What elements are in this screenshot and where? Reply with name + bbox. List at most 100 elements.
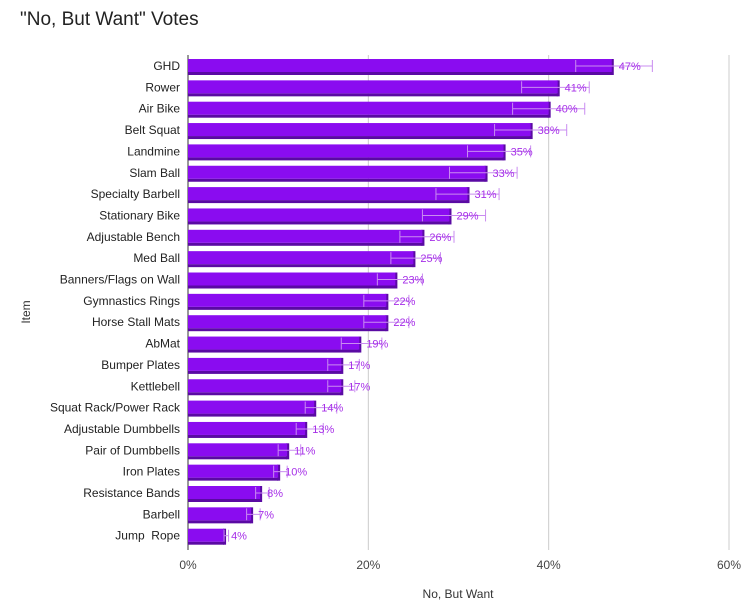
- bar: [188, 293, 387, 307]
- data-label: 38%: [538, 125, 560, 137]
- error-bars: [223, 60, 653, 542]
- bar: [188, 59, 612, 72]
- bar: [188, 421, 306, 435]
- category-label: Landmine: [127, 144, 180, 158]
- category-label: Med Ball: [133, 251, 180, 265]
- bar-side: [259, 486, 263, 502]
- category-label: Adjustable Bench: [87, 230, 180, 244]
- bar-side: [394, 272, 398, 289]
- bar-shade: [188, 285, 396, 289]
- data-label: 26%: [429, 232, 451, 244]
- bar-side: [358, 336, 362, 353]
- category-label: Specialty Barbell: [91, 187, 180, 201]
- data-label: 35%: [511, 146, 533, 158]
- bar: [188, 123, 531, 137]
- bar-side: [448, 208, 452, 225]
- bar-side: [610, 59, 614, 75]
- bar-side: [466, 187, 470, 204]
- data-label: 17%: [348, 360, 370, 372]
- bar-side: [304, 421, 308, 438]
- bar-side: [529, 123, 533, 140]
- bar: [188, 229, 423, 243]
- y-axis-title: Item: [19, 300, 33, 323]
- bar-shade: [188, 72, 612, 75]
- category-label: Jump Rope: [115, 529, 180, 543]
- bar: [188, 208, 450, 222]
- category-label: Banners/Flags on Wall: [60, 273, 180, 287]
- bar-side: [286, 443, 290, 460]
- bar-shade: [188, 136, 531, 140]
- bar: [188, 486, 261, 499]
- category-label: Adjustable Dumbbells: [64, 422, 180, 436]
- data-label: 11%: [294, 445, 315, 457]
- data-label: 13%: [312, 424, 334, 436]
- bar-shade: [188, 200, 468, 204]
- bar-shade: [188, 392, 342, 396]
- bar-shade: [188, 456, 288, 460]
- category-label: Stationary Bike: [99, 208, 180, 222]
- data-label: 10%: [285, 467, 307, 479]
- bar-shade: [188, 477, 279, 481]
- bar-shade: [188, 93, 558, 97]
- category-label: Kettlebell: [131, 379, 180, 393]
- category-label: Air Bike: [139, 102, 181, 116]
- bar: [188, 144, 504, 158]
- data-label: 29%: [456, 210, 478, 222]
- bar: [188, 80, 558, 94]
- bar-shade: [188, 499, 261, 502]
- category-label: Slam Ball: [129, 166, 180, 180]
- data-label: 22%: [393, 317, 415, 329]
- bar: [188, 165, 486, 179]
- data-label: 33%: [493, 168, 515, 180]
- x-tick-label: 20%: [356, 558, 380, 572]
- data-label: 31%: [475, 189, 497, 201]
- bar-shade: [188, 178, 486, 182]
- chart-title: "No, But Want" Votes: [20, 9, 199, 30]
- x-tick-labels: 0% 20% 40% 60%: [179, 558, 741, 572]
- data-label: 22%: [393, 296, 415, 308]
- bar: [188, 272, 396, 286]
- bar-shade: [188, 349, 360, 353]
- data-label: 23%: [402, 275, 424, 287]
- data-labels: 47% 41% 40% 38% 35% 33% 31% 29% 26% 25% 23% 22% 22% 1…: [231, 61, 641, 543]
- bar: [188, 315, 387, 329]
- bar: [188, 336, 360, 350]
- category-label: GHD: [153, 59, 180, 73]
- bar: [188, 251, 414, 265]
- bar: [188, 187, 468, 201]
- category-label: Bumper Plates: [101, 358, 180, 372]
- bar-shade: [188, 242, 423, 246]
- x-tick-label: 0%: [179, 558, 197, 572]
- bar: [188, 528, 225, 542]
- bar: [188, 400, 315, 414]
- bar: [188, 101, 549, 115]
- data-label: 8%: [267, 488, 283, 500]
- data-label: 4%: [231, 531, 247, 543]
- x-tick-label: 40%: [537, 558, 561, 572]
- bar-side: [340, 379, 344, 396]
- category-label: Squat Rack/Power Rack: [50, 401, 181, 415]
- category-label: Pair of Dumbbells: [85, 443, 180, 457]
- bar: [188, 464, 279, 478]
- bar-side: [547, 101, 551, 118]
- bar-side: [340, 357, 344, 374]
- bar-shade: [188, 541, 225, 545]
- bar-shade: [188, 264, 414, 268]
- bar: [188, 357, 342, 371]
- bar: [188, 507, 252, 521]
- bar-shade: [188, 114, 549, 118]
- data-label: 25%: [420, 253, 442, 265]
- x-tick-label: 60%: [717, 558, 741, 572]
- bar-side: [385, 293, 389, 310]
- category-label: Horse Stall Mats: [92, 315, 180, 329]
- bar-shade: [188, 520, 252, 524]
- x-axis-title: No, But Want: [423, 587, 495, 601]
- data-label: 14%: [321, 403, 343, 415]
- bar-side: [421, 229, 425, 246]
- bar-side: [250, 507, 254, 524]
- data-label: 7%: [258, 509, 274, 521]
- bars: [188, 59, 614, 545]
- bar-shade: [188, 157, 504, 161]
- category-label: Gymnastics Rings: [83, 294, 180, 308]
